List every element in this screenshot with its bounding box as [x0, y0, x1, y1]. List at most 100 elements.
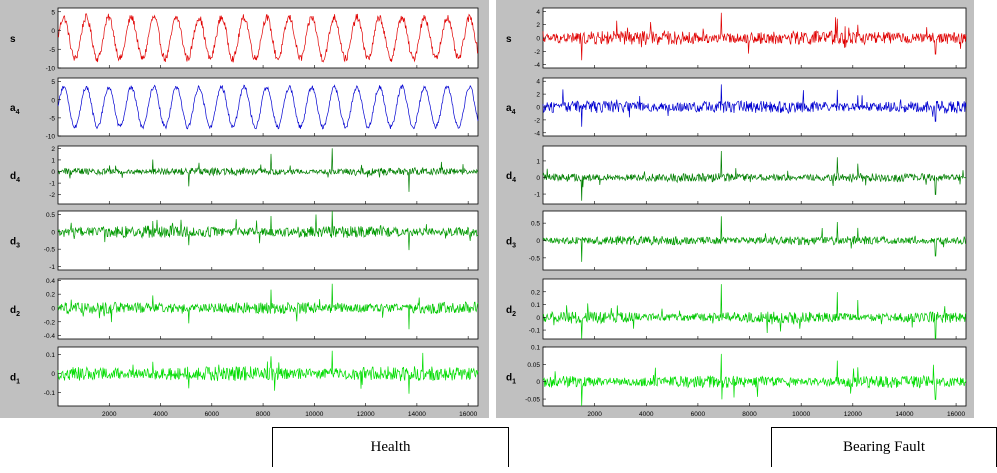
x-tick-label: 4000: [153, 411, 168, 418]
series-line-d1: [57, 350, 479, 394]
subplot-d3: 0.5 0 -0.5 d3: [506, 210, 967, 271]
x-tick-label: 6000: [691, 411, 706, 418]
x-tick-label: 10000: [792, 411, 810, 418]
subplot-d1: 0.1 0.05 0 -0.05 d1: [506, 345, 967, 407]
row-label-subscript: 2: [16, 311, 20, 318]
y-tick-label: 2: [536, 22, 540, 29]
row-label-a4: a4: [506, 103, 516, 116]
x-tick-label: 8000: [742, 411, 757, 418]
y-tick-label: 5: [51, 9, 55, 16]
series-line-d3: [542, 216, 966, 262]
y-tick-label: 0: [536, 105, 540, 112]
y-tick-label: -0.1: [529, 328, 541, 335]
y-tick-label: -0.5: [529, 255, 541, 262]
series-line-a4: [57, 84, 479, 130]
y-tick-label: 5: [51, 79, 55, 86]
row-label-s: s: [506, 34, 512, 45]
panel-health: 50-5-10s50-5-10a4210-1-2d40.50-0.5-1d30.…: [0, 0, 489, 418]
y-tick-label: 1: [536, 158, 540, 165]
series-line-d4: [57, 148, 479, 192]
y-tick-label: -0.1: [44, 390, 56, 397]
x-tick-label: 8000: [256, 411, 271, 418]
row-label-subscript: 3: [16, 243, 20, 250]
y-tick-label: 0: [536, 175, 540, 182]
y-tick-label: 0: [536, 315, 540, 322]
y-tick-label: 4: [536, 79, 540, 86]
row-label-subscript: 1: [16, 379, 20, 386]
y-tick-label: 4: [536, 9, 540, 16]
y-tick-label: 0: [536, 379, 540, 386]
x-tick-label: 14000: [895, 411, 913, 418]
subplot-s: 5 0 -5 -10 s: [10, 7, 479, 73]
y-tick-label: -10: [46, 66, 56, 73]
row-label-subscript: 3: [512, 243, 516, 250]
row-label-s: s: [10, 34, 16, 45]
row-label-d3: d3: [506, 237, 516, 250]
y-tick-label: -2: [534, 117, 540, 124]
subplot-a4: 4 2 0 -2 -4 a4: [506, 77, 967, 137]
x-tick-label: 10000: [305, 411, 323, 418]
subplot-a4: 5 0 -5 -10 a4: [10, 77, 479, 141]
y-tick-label: -4: [534, 62, 540, 69]
y-tick-label: -5: [49, 115, 55, 122]
caption-health: Health: [272, 427, 509, 467]
y-tick-label: 0: [51, 169, 55, 176]
y-tick-label: 0.5: [531, 221, 540, 228]
row-label-subscript: 2: [512, 311, 516, 318]
caption-bearing-fault: Bearing Fault: [771, 427, 997, 467]
x-tick-label: 2000: [102, 411, 117, 418]
row-label-subscript: 1: [512, 379, 516, 386]
y-tick-label: 0.1: [531, 345, 540, 352]
row-label-d1: d1: [506, 373, 516, 386]
y-tick-label: 0: [536, 238, 540, 245]
row-label-d4: d4: [506, 171, 516, 184]
y-tick-label: 2: [536, 92, 540, 99]
series-line-d4: [542, 150, 967, 201]
y-tick-label: 1: [51, 157, 55, 164]
y-tick-label: -2: [49, 192, 55, 199]
row-label-d2: d2: [10, 305, 20, 318]
x-tick-label: 16000: [459, 411, 477, 418]
y-tick-label: 0: [51, 28, 55, 35]
y-tick-label: -0.4: [44, 333, 56, 340]
subplot-d2: 0.2 0.1 0 -0.1 d2: [506, 278, 967, 340]
axes-box: [542, 145, 967, 205]
y-tick-label: 0.1: [46, 352, 55, 359]
row-label-a4: a4: [10, 103, 20, 116]
series-line-d2: [57, 283, 479, 330]
row-label-subscript: 4: [16, 109, 20, 116]
subplot-d4: 1 0 -1 d4: [506, 145, 967, 205]
x-tick-label: 12000: [844, 411, 862, 418]
y-tick-label: 0: [51, 305, 55, 312]
row-label-subscript: 4: [512, 177, 516, 184]
series-line-d3: [57, 210, 479, 251]
subplot-d3: 0.5 0 -0.5 -1 d3: [10, 210, 479, 271]
series-line-d2: [543, 284, 967, 340]
y-tick-label: 0.2: [46, 292, 55, 299]
y-tick-label: -0.2: [44, 319, 56, 326]
y-tick-label: 0.2: [531, 289, 540, 296]
y-tick-label: -1: [49, 181, 55, 188]
panel-bearing-fault: 420-2-4s420-2-4a410-1d40.50-0.5d30.20.10…: [496, 0, 974, 418]
y-tick-label: 0.4: [46, 278, 55, 285]
x-tick-label: 14000: [408, 411, 426, 418]
y-tick-label: 2: [51, 146, 55, 153]
y-tick-label: -2: [534, 49, 540, 56]
row-label-d3: d3: [10, 237, 20, 250]
x-tick-label: 12000: [357, 411, 375, 418]
series-line-s: [542, 12, 967, 61]
axes-box: [542, 278, 967, 340]
y-tick-label: 0: [536, 36, 540, 43]
series-line-d1: [542, 353, 967, 407]
y-tick-label: -1: [534, 192, 540, 199]
subplot-d4: 2 1 0 -1 -2 d4: [10, 145, 479, 205]
y-tick-label: 0: [51, 371, 55, 378]
y-tick-label: 0: [51, 97, 55, 104]
subplot-s: 4 2 0 -2 -4 s: [506, 7, 967, 69]
x-tick-label: 16000: [947, 411, 965, 418]
axes-box: [542, 210, 967, 271]
y-tick-label: 0.1: [531, 302, 540, 309]
axes-box: [57, 145, 479, 205]
row-label-subscript: 4: [16, 177, 20, 184]
